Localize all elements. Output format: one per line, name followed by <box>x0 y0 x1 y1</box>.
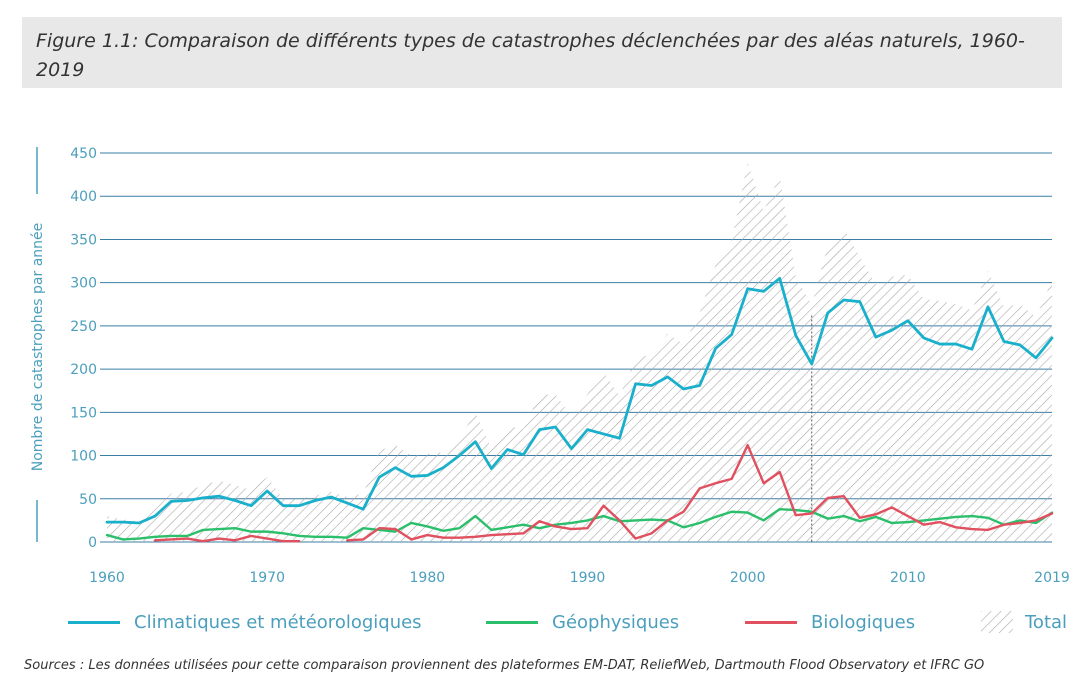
legend-swatch-climatiques <box>68 620 120 624</box>
y-tick-label: 400 <box>70 189 97 205</box>
y-tick-label: 350 <box>70 232 97 248</box>
y-tick-label: 100 <box>70 449 97 465</box>
y-tick-label: 200 <box>70 362 97 378</box>
legend-label-geophysiques: Géophysiques <box>552 611 680 633</box>
legend-item-geophysiques: Géophysiques <box>486 607 679 637</box>
y-tick-label: 50 <box>79 492 97 508</box>
x-tick-label: 1970 <box>249 570 285 586</box>
x-tick-label: 2000 <box>730 570 766 586</box>
legend-hatch-total-icon <box>981 611 1013 633</box>
series-lines <box>105 276 1054 543</box>
y-tick-labels: 0 50 100 150 200 250 300 350 400 450 <box>70 146 97 551</box>
legend-item-climatiques: Climatiques et météorologiques <box>68 607 422 637</box>
y-tick-label: 250 <box>70 319 97 335</box>
y-axis-title: Nombre de catastrophes par année <box>30 223 46 472</box>
legend-label-climatiques: Climatiques et météorologiques <box>134 611 422 633</box>
y-tick-label: 150 <box>70 405 97 421</box>
legend-swatch-biologiques <box>745 620 797 624</box>
x-tick-label: 1990 <box>570 570 606 586</box>
legend: Climatiques et météorologiques Géophysiq… <box>0 607 1081 637</box>
x-tick-label: 1960 <box>89 570 125 586</box>
series-area-total <box>107 162 1052 542</box>
y-axis-title-group: Nombre de catastrophes par année <box>30 147 46 542</box>
x-tick-label: 2010 <box>890 570 926 586</box>
x-tick-label: 2019 <box>1034 570 1070 586</box>
legend-item-biologiques: Biologiques <box>745 607 915 637</box>
figure-title: Figure 1.1: Comparaison de différents ty… <box>36 30 1025 81</box>
total-area <box>107 162 1052 542</box>
legend-label-biologiques: Biologiques <box>811 611 916 633</box>
legend-label-total: Total <box>1025 611 1068 633</box>
y-tick-label: 450 <box>70 146 97 162</box>
series-line-geophysiques <box>105 507 1054 541</box>
series-line-biologiques <box>153 443 1054 543</box>
source-note: Sources : Les données utilisées pour cet… <box>24 658 985 673</box>
y-tick-label: 300 <box>70 276 97 292</box>
legend-swatch-geophysiques <box>486 620 538 624</box>
line-chart: Nombre de catastrophes par année 0 50 100 1… <box>30 146 1070 586</box>
legend-item-total: Total <box>981 607 1067 637</box>
y-tick-label: 0 <box>88 535 97 551</box>
x-tick-label: 1980 <box>410 570 446 586</box>
series-line-climatiques <box>105 276 1054 525</box>
x-tick-labels: 1960 1970 1980 1990 2000 2010 2019 <box>89 570 1070 586</box>
figure-title-box: Figure 1.1: Comparaison de différents ty… <box>22 17 1062 88</box>
